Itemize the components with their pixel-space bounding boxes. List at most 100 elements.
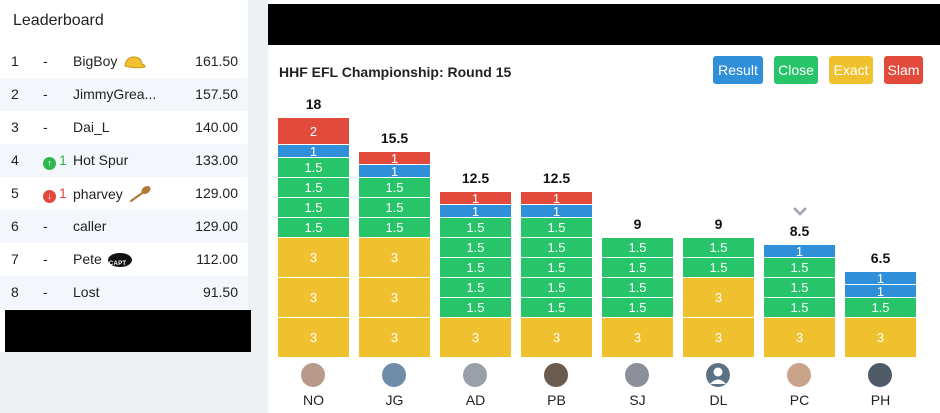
bar-segment-slam: 1 (440, 191, 511, 206)
player-avatar[interactable] (706, 363, 730, 387)
bar-total-label: 15.5 (380, 130, 409, 146)
hat-icon (122, 54, 146, 74)
rank: 6 (11, 218, 19, 234)
bar-segment-exact: 3 (278, 277, 349, 317)
bar-segment-close: 1.5 (278, 197, 349, 217)
bar-segment-close: 1.5 (278, 177, 349, 197)
wooden-spoon-icon (128, 185, 152, 207)
player-avatar[interactable] (625, 363, 649, 387)
player-avatar[interactable] (787, 363, 811, 387)
player-avatar[interactable] (382, 363, 406, 387)
player-score: 133.00 (195, 152, 238, 168)
movement-value: 1 (59, 152, 67, 168)
player-score: 140.00 (195, 119, 238, 135)
bar-segment-close: 1.5 (845, 297, 916, 317)
bar-segment-close: 1.5 (359, 177, 430, 197)
leaderboard-row[interactable]: 4 ↑ 1 Hot Spur 133.00 (0, 144, 248, 177)
player-name: pharvey (73, 185, 152, 207)
bar-segment-exact: 3 (359, 317, 430, 357)
player-name-text: caller (73, 218, 107, 234)
arrow-up-icon: ↑ (43, 157, 56, 170)
bar-segment-exact: 3 (683, 277, 754, 317)
bar-segment-result: 1 (359, 164, 430, 179)
player-score: 129.00 (195, 218, 238, 234)
leaderboard-title: Leaderboard (13, 12, 104, 29)
player-name-text: Lost (73, 284, 100, 300)
bar-segment-exact: 3 (440, 317, 511, 357)
bar-segment-close: 1.5 (602, 297, 673, 317)
bar-total-label: 9 (714, 216, 723, 232)
player-avatar[interactable] (301, 363, 325, 387)
player-name-text: Hot Spur (73, 152, 129, 168)
bar-segment-result: 1 (440, 204, 511, 219)
bar-segment-close: 1.5 (521, 277, 592, 297)
bar-segment-close: 1.5 (764, 297, 835, 317)
bar-segment-close: 1.5 (602, 257, 673, 277)
player-avatar[interactable] (868, 363, 892, 387)
bar-segment-close: 1.5 (440, 237, 511, 257)
rank: 2 (11, 86, 19, 102)
bar-segment-close: 1.5 (521, 297, 592, 317)
bar-total-label: 9 (633, 216, 642, 232)
rank-movement: - (43, 284, 48, 300)
leaderboard-row[interactable]: 7 - Pete CAPT 112.00 (0, 243, 248, 276)
chevron-down-icon[interactable] (764, 203, 835, 221)
bar-segment-close: 1.5 (440, 297, 511, 317)
stacked-bar-chart: 3 3 3 1.5 1.5 1.5 1.5 1 2 18 NO 3 3 3 1.5 1.5 1.5 1 1 15.5 J… (268, 0, 940, 413)
rank: 1 (11, 53, 19, 69)
rank-movement: - (43, 53, 48, 69)
bar-segment-result: 1 (845, 284, 916, 299)
player-name-text: Pete (73, 251, 102, 267)
player-name-text: BigBoy (73, 53, 118, 69)
player-name-text: Dai_L (73, 119, 110, 135)
bar-segment-slam: 1 (359, 151, 430, 166)
redacted-block (5, 310, 251, 352)
player-name: Lost (73, 284, 99, 301)
bar-segment-close: 1.5 (440, 277, 511, 297)
bar-segment-close: 1.5 (278, 157, 349, 177)
bar-segment-close: 1.5 (521, 237, 592, 257)
player-name: Hot Spur (73, 152, 128, 169)
leaderboard-row[interactable]: 5 ↓ 1 pharvey 129.00 (0, 177, 248, 210)
bar-segment-close: 1.5 (602, 237, 673, 257)
leaderboard-row[interactable]: 6 - caller 129.00 (0, 210, 248, 243)
legend-result-button[interactable]: Result (713, 56, 763, 84)
round-chart-panel: HHF EFL Championship: Round 15 Result Cl… (268, 0, 940, 413)
bar-segment-exact: 3 (845, 317, 916, 357)
leaderboard-row[interactable]: 3 - Dai_L 140.00 (0, 111, 248, 144)
bar-segment-close: 1.5 (683, 237, 754, 257)
player-initials-label: SJ (629, 392, 646, 408)
rank-movement: - (43, 119, 48, 135)
rank-movement: ↓ 1 (43, 185, 67, 203)
bar-segment-close: 1.5 (683, 257, 754, 277)
leaderboard-row[interactable]: 1 - BigBoy 161.50 (0, 45, 248, 78)
leaderboard-row[interactable]: 8 - Lost 91.50 (0, 276, 248, 309)
bar-segment-result: 1 (521, 204, 592, 219)
bar-segment-close: 1.5 (440, 217, 511, 237)
player-initials-label: PC (789, 392, 810, 408)
player-initials-label: DL (709, 392, 728, 408)
player-name: BigBoy (73, 53, 146, 74)
bar-segment-close: 1.5 (278, 217, 349, 237)
bar-segment-exact: 3 (359, 237, 430, 277)
legend-slam-button[interactable]: Slam (884, 56, 923, 84)
bar-segment-slam: 1 (521, 191, 592, 206)
player-name: JimmyGrea... (73, 86, 156, 103)
bar-segment-close: 1.5 (602, 277, 673, 297)
leaderboard-row[interactable]: 2 - JimmyGrea... 157.50 (0, 78, 248, 111)
player-name: Dai_L (73, 119, 110, 136)
legend-close-button[interactable]: Close (774, 56, 818, 84)
player-initials-label: AD (465, 392, 486, 408)
legend-exact-button[interactable]: Exact (829, 56, 873, 84)
player-initials-label: NO (303, 392, 324, 408)
player-name-text: pharvey (73, 186, 123, 202)
bar-segment-slam: 2 (278, 117, 349, 144)
bar-segment-close: 1.5 (359, 197, 430, 217)
bar-segment-exact: 3 (278, 237, 349, 277)
captain-badge-text: CAPT (108, 261, 127, 267)
player-avatar[interactable] (544, 363, 568, 387)
player-score: 129.00 (195, 185, 238, 201)
redacted-header (268, 4, 940, 45)
player-avatar[interactable] (463, 363, 487, 387)
bar-segment-result: 1 (278, 144, 349, 159)
